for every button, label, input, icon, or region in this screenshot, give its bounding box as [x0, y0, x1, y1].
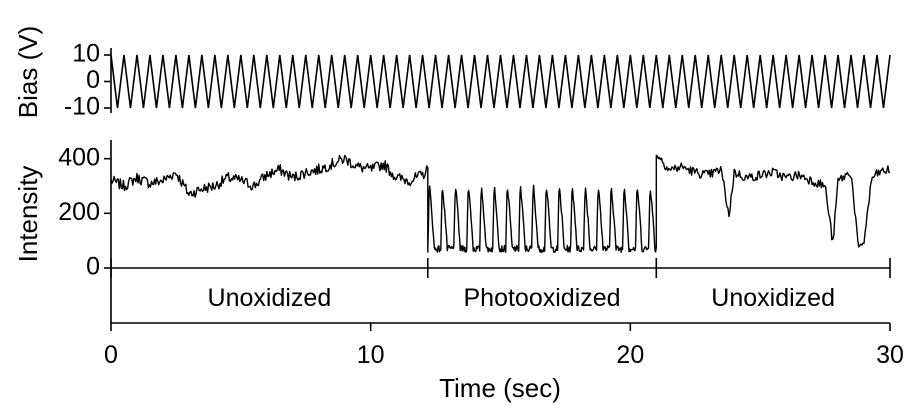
- time-xlabel: Time (sec): [439, 373, 561, 403]
- segment-panel: Unoxidized Photooxidized Unoxidized 0 10 20 3…: [104, 258, 904, 403]
- bias-y-tick-label: -10: [64, 93, 100, 121]
- intensity-y-tick-label: 200: [58, 198, 100, 226]
- bias-y-tick-label: 10: [72, 40, 100, 68]
- bias-trace: [110, 54, 891, 109]
- time-x-tick-label: 30: [876, 341, 904, 369]
- time-x-tick-label: 10: [357, 341, 385, 369]
- time-x-ticks: 0 10 20 30: [104, 323, 904, 369]
- bias-y-ticks: 100-10: [64, 40, 111, 121]
- time-x-tick-label: 0: [104, 341, 118, 369]
- intensity-panel: 400 200 0 Intensity: [13, 140, 891, 281]
- bias-y-tick-label: 0: [86, 66, 100, 94]
- intensity-ylabel: Intensity: [13, 166, 43, 263]
- segment-label: Photooxidized: [464, 284, 621, 312]
- time-x-tick-label: 20: [616, 341, 644, 369]
- bias-panel: 100-10 Bias (V): [13, 26, 891, 121]
- bias-ylabel: Bias (V): [13, 26, 43, 118]
- segment-boundaries: [110, 258, 891, 278]
- intensity-y-tick-label: 400: [58, 143, 100, 171]
- segment-labels: Unoxidized Photooxidized Unoxidized: [208, 284, 835, 312]
- intensity-trace: [110, 154, 891, 253]
- intensity-y-tick-label: 0: [86, 253, 100, 281]
- intensity-y-ticks: 400 200 0: [58, 143, 111, 281]
- segment-label: Unoxidized: [711, 284, 835, 312]
- segment-label: Unoxidized: [208, 284, 332, 312]
